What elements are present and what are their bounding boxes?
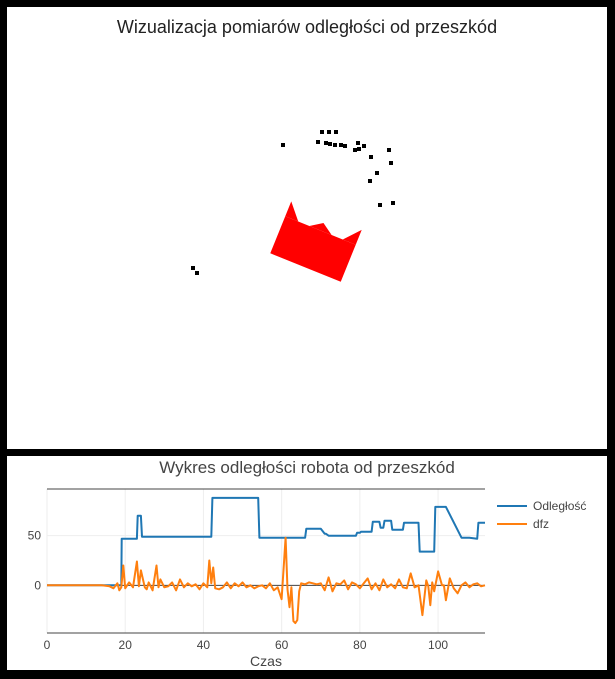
distance-chart[interactable]: 0 20 40 60 80 100 0 50 Czas Odległość dfz: [7, 456, 607, 670]
obstacle-point: [324, 141, 328, 145]
legend-label[interactable]: Odległość: [533, 499, 586, 513]
robot-front-notch: [309, 223, 332, 235]
x-tick-label: 40: [197, 638, 211, 652]
robot-left-arrow: [285, 201, 299, 222]
y-tick-label: 0: [34, 578, 41, 592]
obstacle-point: [391, 201, 395, 205]
obstacle-point: [353, 148, 357, 152]
x-tick-label: 80: [353, 638, 367, 652]
chart-legend[interactable]: Odległość dfz: [497, 499, 586, 531]
legend-label[interactable]: dfz: [533, 517, 549, 531]
robot-right-arrow: [342, 229, 362, 245]
distance-chart-panel[interactable]: Wykres odległości robota od przeszkód 0 2…: [7, 456, 607, 670]
obstacle-point: [316, 140, 320, 144]
obstacle-point: [328, 142, 332, 146]
obstacle-point: [357, 147, 361, 151]
obstacle-points: [191, 130, 395, 275]
robot-shape: [270, 201, 362, 282]
robot-body: [270, 216, 356, 282]
obstacle-point: [327, 130, 331, 134]
x-tick-label: 100: [428, 638, 448, 652]
obstacle-point: [191, 266, 195, 270]
obstacle-point: [369, 155, 373, 159]
obstacle-point: [195, 271, 199, 275]
x-tick-label: 60: [275, 638, 289, 652]
x-axis-label: Czas: [250, 653, 282, 669]
chart-grid: [46, 489, 485, 633]
chart-series: [47, 496, 486, 625]
series-line-distance: [47, 496, 485, 587]
obstacle-point: [343, 144, 347, 148]
obstacle-point: [387, 148, 391, 152]
obstacle-point: [375, 171, 379, 175]
chart-title: Wykres odległości robota od przeszkód: [159, 458, 455, 477]
obstacle-point: [281, 143, 285, 147]
obstacle-point: [333, 143, 337, 147]
obstacle-point: [356, 141, 360, 145]
map-visualization-panel[interactable]: Wizualizacja pomiarów odległości od prze…: [7, 7, 607, 449]
x-tick-label: 0: [44, 638, 51, 652]
chart-axes: 0 20 40 60 80 100 0 50: [28, 488, 485, 652]
map-canvas[interactable]: [7, 7, 607, 449]
obstacle-point: [389, 161, 393, 165]
obstacle-point: [320, 130, 324, 134]
x-tick-label: 20: [119, 638, 133, 652]
obstacle-point: [368, 179, 372, 183]
obstacle-point: [362, 144, 366, 148]
obstacle-point: [378, 203, 382, 207]
obstacle-point: [334, 130, 338, 134]
y-tick-label: 50: [28, 529, 42, 543]
obstacle-point: [339, 143, 343, 147]
map-title: Wizualizacja pomiarów odległości od prze…: [116, 17, 498, 37]
series-line-dfz: [47, 536, 486, 625]
